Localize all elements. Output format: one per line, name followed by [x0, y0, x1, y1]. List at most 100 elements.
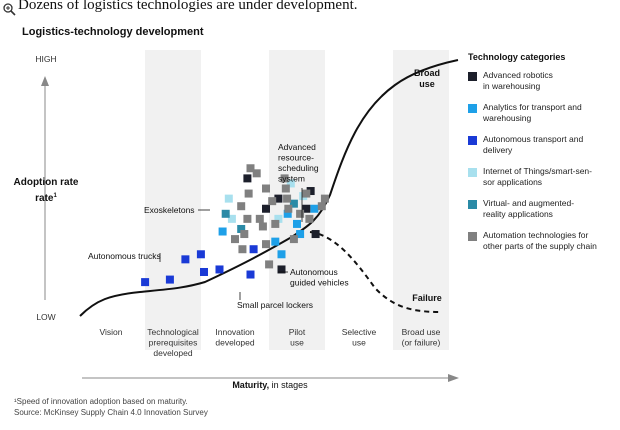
data-point-analytics: [310, 204, 319, 213]
legend-item-autonomous-transport: Autonomous transport and delivery: [468, 134, 618, 156]
legend-item-iot: Internet of Things/smart-sen-sor applica…: [468, 166, 618, 188]
stage-label: use: [352, 338, 366, 348]
data-point-autonomous-transport: [200, 267, 208, 276]
data-point-autonomous-transport: [181, 255, 190, 264]
zoom-icon[interactable]: [2, 2, 16, 16]
data-point-automation-other: [320, 194, 329, 203]
legend-label: Automation technologies for other parts o…: [483, 230, 597, 251]
stage-label: Broad use: [402, 327, 441, 337]
annotation-autonomous-trucks: Autonomous trucks: [88, 251, 161, 261]
y-axis-footnote-mark: 1: [54, 193, 58, 199]
x-axis-label: Maturity, in stages: [232, 380, 308, 390]
data-point-iot: [227, 214, 236, 223]
legend-item-vr-ar: Virtual- and augmented-reality applicati…: [468, 198, 618, 220]
data-point-analytics: [293, 219, 301, 228]
data-point-analytics: [218, 227, 227, 236]
legend-swatch: [468, 232, 477, 241]
data-point-autonomous-transport: [196, 250, 205, 259]
data-point-automation-other: [262, 240, 270, 249]
stage-label: Technological: [147, 327, 199, 337]
legend-swatch: [468, 104, 477, 113]
data-point-autonomous-transport: [215, 265, 224, 274]
data-point-analytics: [271, 237, 280, 246]
data-point-autonomous-transport: [246, 270, 255, 279]
data-point-automation-other: [289, 235, 298, 244]
data-point-automation-other: [283, 194, 292, 203]
stage-band: [393, 50, 449, 350]
legend-label: Virtual- and augmented-reality applicati…: [483, 198, 575, 219]
stage-label: (or failure): [402, 338, 441, 348]
legend-item-automation-other: Automation technologies for other parts o…: [468, 230, 618, 252]
source-line: Source: McKinsey Supply Chain 4.0 Innova…: [14, 408, 208, 417]
data-point-automation-other: [258, 222, 267, 231]
stage-label: prerequisites: [149, 338, 198, 348]
legend-item-analytics: Analytics for transport and warehousing: [468, 102, 618, 124]
x-axis-arrowhead: [448, 374, 459, 382]
stage-label: Pilot: [289, 327, 306, 337]
data-point-automation-other: [296, 209, 305, 218]
data-point-automation-other: [262, 184, 270, 193]
annotation-resource-scheduling: system: [278, 174, 305, 184]
data-point-automation-other: [252, 169, 261, 178]
legend-title: Technology categories: [468, 52, 566, 62]
legend-swatch: [468, 200, 477, 209]
y-axis-label: Adoption rate: [14, 177, 79, 188]
legend-label: Analytics for transport and warehousing: [483, 102, 582, 123]
data-point-automation-other: [237, 202, 246, 211]
data-point-automation-other: [317, 202, 326, 211]
data-point-advanced-robotics: [311, 230, 320, 239]
legend-swatch: [468, 72, 477, 81]
adoption-curve-failure: [309, 231, 441, 313]
data-point-automation-other: [281, 184, 290, 193]
data-point-iot: [274, 214, 283, 223]
data-point-advanced-robotics: [262, 204, 270, 213]
data-point-automation-other: [305, 214, 314, 223]
annotation-agv: Autonomous: [290, 267, 338, 277]
x-axis-label-suffix: in stages: [269, 380, 308, 390]
data-point-advanced-robotics: [243, 174, 252, 183]
data-point-automation-other: [231, 235, 239, 244]
data-point-automation-other: [265, 260, 274, 269]
y-axis-label-rate: rate1: [35, 193, 57, 204]
outcome-broad-use-label-2: use: [419, 79, 435, 89]
data-point-automation-other: [246, 164, 255, 173]
data-point-vr-ar: [289, 199, 298, 208]
footnote: ¹Speed of innovation adoption based on m…: [14, 396, 208, 418]
annotation-exoskeletons: Exoskeletons: [144, 205, 195, 215]
annotation-resource-scheduling: resource-: [278, 153, 314, 163]
data-point-autonomous-transport: [141, 278, 150, 287]
stage-label: Innovation: [215, 327, 254, 337]
data-point-automation-other: [244, 189, 253, 198]
y-axis-arrowhead: [41, 76, 49, 86]
legend-item-advanced-robotics: Advanced robotics in warehousing: [468, 70, 618, 92]
footnote-line1: ¹Speed of innovation adoption based on m…: [14, 397, 188, 406]
data-point-iot: [224, 194, 233, 203]
data-point-autonomous-transport: [165, 275, 174, 284]
stage-label: use: [290, 338, 304, 348]
data-point-analytics: [283, 209, 292, 218]
legend-label: Internet of Things/smart-sen-sor applica…: [483, 166, 592, 187]
data-point-analytics: [296, 230, 305, 239]
outcome-broad-use-label: Broad: [414, 68, 440, 78]
data-point-automation-other: [268, 197, 277, 206]
stage-band: [145, 50, 201, 350]
data-point-advanced-robotics: [306, 187, 315, 196]
data-point-iot: [286, 179, 295, 188]
stage-label: developed: [153, 348, 193, 358]
data-point-automation-other: [302, 189, 311, 198]
annotation-agv: guided vehicles: [290, 278, 349, 288]
y-high-label: HIGH: [35, 54, 56, 64]
legend-swatch: [468, 136, 477, 145]
stage-label: Selective: [342, 327, 377, 337]
headline: Dozens of logistics technologies are und…: [18, 0, 358, 13]
data-point-automation-other: [271, 219, 280, 228]
data-point-automation-other: [280, 174, 289, 183]
data-point-automation-other: [243, 214, 252, 223]
legend-label: Autonomous transport and delivery: [483, 134, 584, 155]
data-point-vr-ar: [237, 224, 246, 233]
stage-label: developed: [215, 338, 255, 348]
annotation-resource-scheduling: Advanced: [278, 142, 316, 152]
legend: Technology categories Advanced robotics i…: [468, 52, 618, 262]
data-point-automation-other: [238, 245, 247, 254]
